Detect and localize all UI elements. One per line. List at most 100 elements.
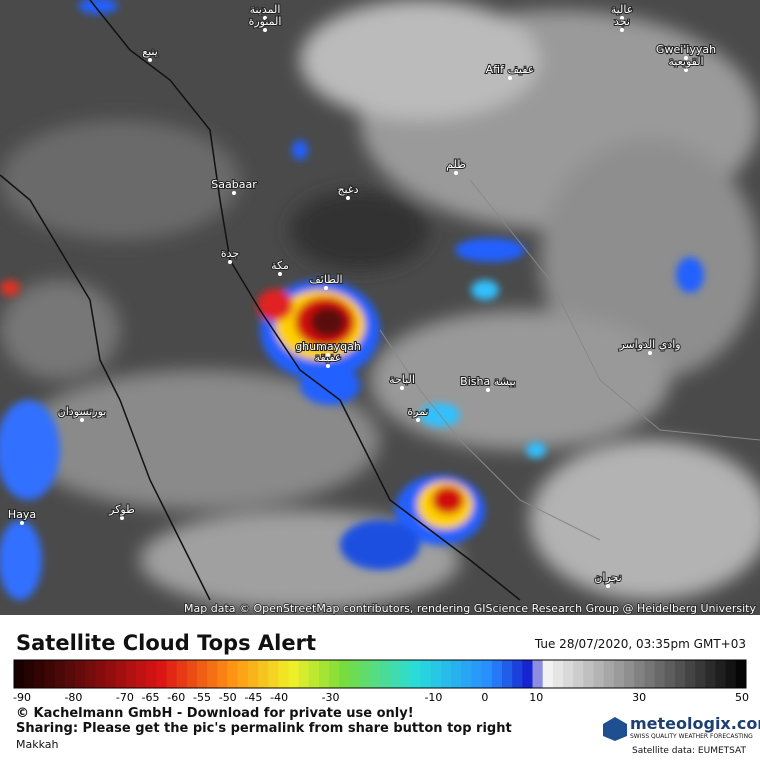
color-cell — [44, 660, 56, 688]
place-label: المنورة — [249, 15, 282, 28]
attribution: Map data © OpenStreetMap contributors, r… — [184, 602, 756, 615]
borders — [379, 179, 760, 541]
colorbar-tick-label: -50 — [219, 691, 237, 704]
place-label: طوكر — [108, 503, 135, 516]
colorbar: -90 -80 -70 -65 -60 -55 -50 -45 -40 -30 -10 0 10 30 50 — [13, 659, 749, 704]
color-cell — [24, 660, 35, 688]
place-dot — [454, 171, 458, 175]
tagline: SWISS QUALITY WEATHER FORECASTING — [630, 733, 753, 740]
color-cell — [288, 660, 300, 688]
color-cell — [125, 660, 137, 688]
place-dot — [326, 364, 330, 368]
place-label: Haya — [8, 508, 36, 521]
place-label: Afif عفيف — [486, 63, 535, 76]
color-cell — [491, 660, 503, 688]
place-dot — [416, 418, 420, 422]
colorbar-tick-label: 50 — [735, 691, 749, 704]
place-dot — [324, 286, 328, 290]
color-cell — [64, 660, 76, 688]
colorbar-tick-label: 10 — [529, 691, 543, 704]
color-cell — [156, 660, 167, 688]
colorbar-tick-label: -80 — [64, 691, 82, 704]
color-cell — [258, 660, 269, 688]
color-cell — [430, 660, 442, 688]
logo-icon — [603, 717, 627, 741]
color-cell — [136, 660, 147, 688]
color-cell — [512, 660, 523, 688]
color-cell — [14, 660, 25, 688]
place-dot — [684, 56, 688, 60]
place-label: ينبع — [142, 45, 158, 58]
place-dot — [120, 516, 124, 520]
place-label: ghumayqah — [295, 340, 361, 353]
color-cell — [319, 660, 330, 688]
place-dot — [486, 388, 490, 392]
place-label: الطائف — [309, 273, 342, 286]
place-label: عفيقة — [315, 351, 342, 364]
place-dot — [232, 191, 236, 195]
color-cell — [613, 660, 625, 688]
color-cell — [654, 660, 666, 688]
place-label: Bisha بيشة — [460, 375, 516, 388]
place-label: مكة — [271, 259, 289, 272]
color-cell — [105, 660, 117, 688]
place-dot — [606, 584, 610, 588]
color-cell — [380, 660, 391, 688]
color-cell — [268, 660, 279, 688]
color-cell — [115, 660, 127, 688]
place-label: بورتسودان — [58, 405, 107, 418]
colorbar-tick-label: -70 — [116, 691, 134, 704]
storm-cells — [0, 0, 704, 600]
color-cell — [329, 660, 340, 688]
place-dot — [263, 16, 267, 20]
color-cell — [624, 660, 635, 688]
place-dot — [684, 68, 688, 72]
colorbar-tick-label: -60 — [167, 691, 185, 704]
colorbar-tick-label: -30 — [322, 691, 340, 704]
colorbar-tick-label: -45 — [244, 691, 262, 704]
colorbar-tick-label: -55 — [193, 691, 211, 704]
place-label: وادي الدواسر — [618, 338, 680, 351]
colorbar-tick-label: -90 — [13, 691, 31, 704]
place-dot — [620, 28, 624, 32]
colorbar-tick-label: -65 — [142, 691, 160, 704]
copyright: © Kachelmann GmbH - Download for private… — [16, 706, 414, 721]
place-label: الباحة — [389, 373, 415, 386]
color-cell — [532, 660, 544, 688]
color-cell — [441, 660, 452, 688]
place-dot — [228, 260, 232, 264]
place-dot — [20, 521, 24, 525]
coastline — [0, 0, 521, 601]
color-cell — [207, 660, 218, 688]
color-cell — [146, 660, 157, 688]
color-cell — [278, 660, 289, 688]
color-cell — [247, 660, 259, 688]
place-dot — [400, 386, 404, 390]
color-cell — [461, 660, 472, 688]
place-label: نجران — [594, 571, 621, 584]
colorbar-tick-label: 30 — [632, 691, 646, 704]
place-dot — [508, 76, 512, 80]
place-label: Saabaar — [211, 178, 257, 191]
color-cell — [298, 660, 310, 688]
color-cell — [186, 660, 198, 688]
place-dot — [620, 16, 624, 20]
brand: meteologix.com — [630, 714, 760, 733]
place-label: المدينة — [250, 3, 281, 16]
place-label: جدة — [221, 247, 239, 260]
color-cell — [339, 660, 350, 688]
color-cell — [95, 660, 106, 688]
color-cell — [593, 660, 605, 688]
color-cell — [166, 660, 178, 688]
color-cell — [563, 660, 574, 688]
color-cell — [471, 660, 483, 688]
color-cell — [634, 660, 645, 688]
color-cell — [75, 660, 86, 688]
place-dot — [148, 58, 152, 62]
place-dot — [346, 196, 350, 200]
sharing-note: Sharing: Please get the pic's permalink … — [16, 721, 512, 736]
color-cell — [664, 660, 676, 688]
color-cell — [369, 660, 381, 688]
color-cell — [420, 660, 432, 688]
color-cell — [695, 660, 706, 688]
